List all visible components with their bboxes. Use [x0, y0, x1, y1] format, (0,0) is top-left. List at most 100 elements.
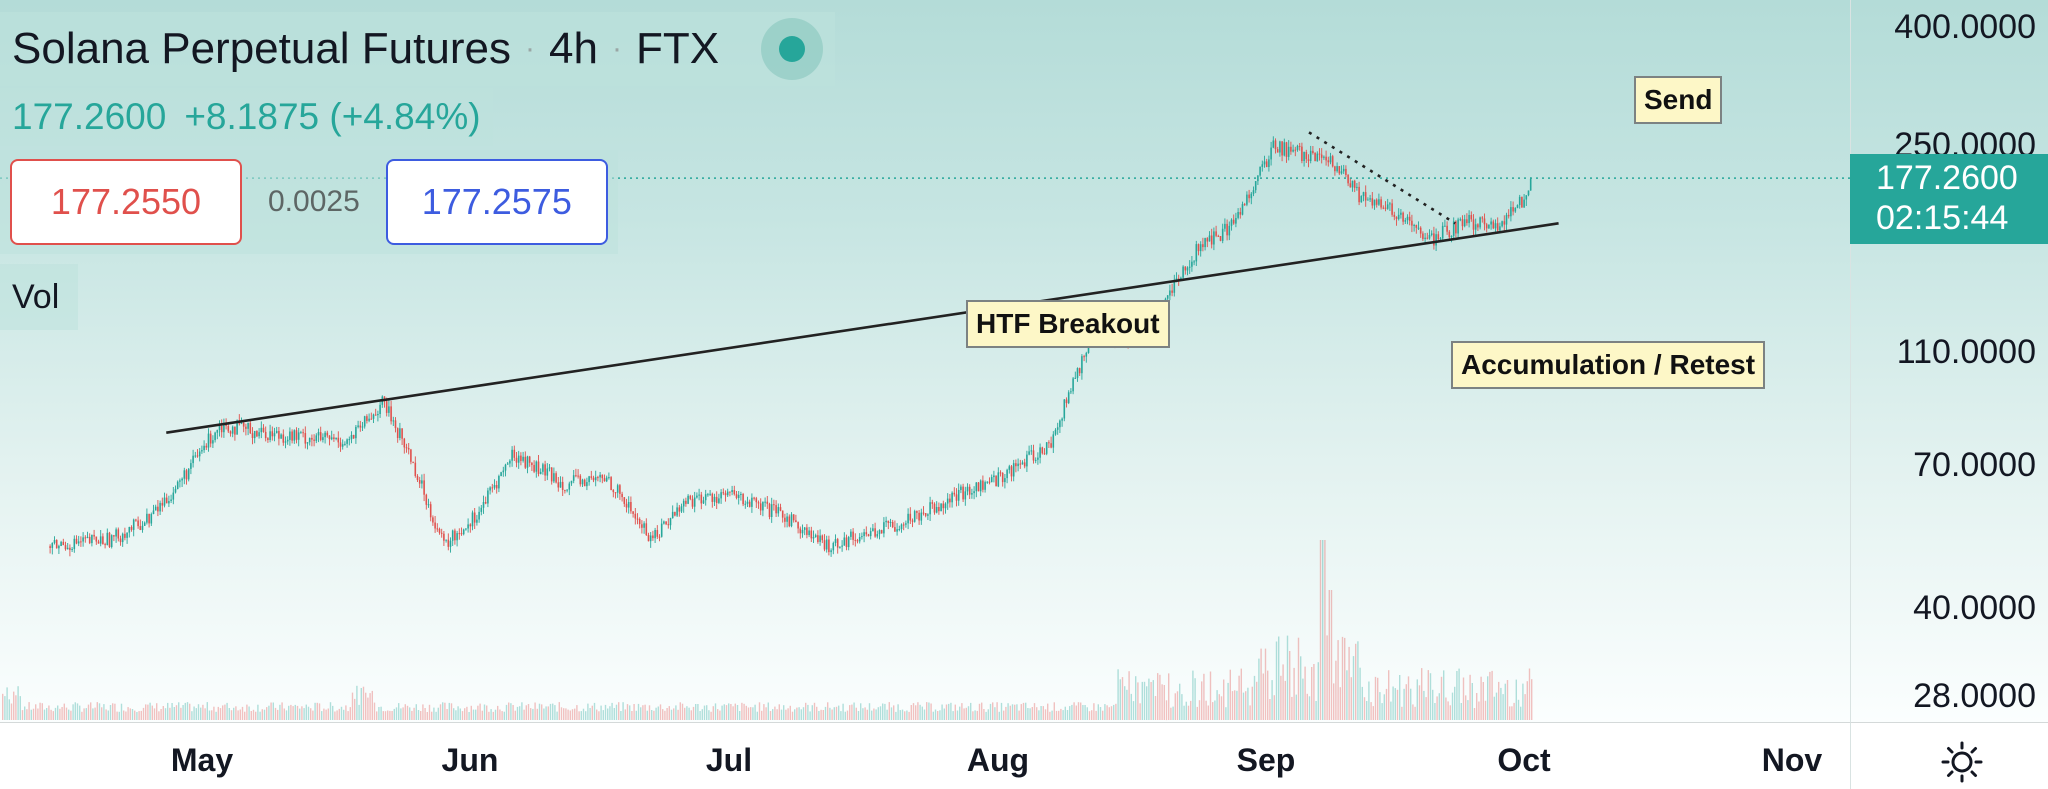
candle-body: [1050, 443, 1052, 448]
candle-body: [988, 481, 991, 483]
volume-bar: [384, 711, 387, 720]
buy-button[interactable]: 177.2575: [385, 159, 608, 245]
annotation-htf-breakout[interactable]: HTF Breakout: [966, 300, 1170, 348]
volume-bar: [589, 708, 591, 720]
axis-corner: [1850, 722, 2048, 789]
candle-body: [916, 511, 918, 513]
exchange-label[interactable]: FTX: [635, 24, 720, 73]
volume-bar: [1038, 710, 1040, 720]
volume-bar: [1388, 670, 1390, 720]
candle-body: [894, 527, 896, 532]
volume-bar: [149, 702, 151, 720]
candle-body: [531, 462, 533, 465]
candle-body: [97, 541, 100, 544]
volume-bar: [37, 708, 39, 720]
volume-bar: [787, 708, 789, 720]
candle-body: [645, 523, 648, 535]
time-axis[interactable]: [0, 722, 1850, 789]
price-change-row: 177.2600 +8.1875 (+4.84%): [0, 88, 493, 146]
candle-body: [293, 430, 296, 441]
volume-bar: [930, 703, 932, 720]
volume-bar: [334, 711, 336, 720]
volume-bar: [1223, 679, 1225, 720]
volume-bar: [1304, 666, 1306, 720]
volume-bar: [596, 709, 598, 720]
candle-body: [128, 527, 131, 533]
candle-body: [678, 507, 681, 512]
volume-bar: [1062, 710, 1064, 720]
candle-body: [1173, 280, 1176, 293]
volume-bar: [180, 707, 182, 720]
price-change-value: +8.1875 (+4.84%): [184, 96, 481, 137]
volume-bar: [250, 711, 252, 720]
volume-bar: [382, 711, 384, 720]
candle-body: [1501, 221, 1503, 227]
price-chart[interactable]: [0, 0, 1850, 722]
candle-body: [1439, 238, 1442, 240]
candle-body: [524, 456, 527, 468]
volume-bar: [1392, 686, 1394, 720]
volume-bar: [1033, 703, 1036, 720]
candle-body: [572, 475, 575, 481]
candle-body: [623, 497, 626, 504]
candle-body: [971, 493, 973, 495]
volume-bar: [725, 705, 728, 720]
volume-bar: [543, 708, 545, 720]
volume-bar: [222, 705, 224, 720]
market-status-icon[interactable]: [761, 18, 824, 80]
candle-body: [647, 535, 650, 542]
candle-body: [658, 536, 661, 538]
volume-bar: [1526, 681, 1528, 720]
candle-body: [1015, 463, 1017, 467]
candle-body: [814, 535, 817, 537]
volume-bar: [439, 704, 442, 720]
volume-bar: [882, 703, 884, 720]
candle-body: [341, 444, 344, 447]
volume-indicator-label[interactable]: Vol: [0, 264, 78, 330]
candle-body: [1298, 145, 1301, 147]
volume-bar: [646, 710, 648, 720]
candle-body: [689, 495, 692, 499]
annotation-send[interactable]: Send: [1634, 76, 1723, 124]
annotation-accumulation-retest[interactable]: Accumulation / Retest: [1451, 341, 1766, 389]
volume-bar: [719, 710, 721, 720]
candle-body: [876, 534, 879, 537]
volume-bar: [1278, 636, 1280, 720]
volume-bar: [1269, 699, 1271, 720]
sell-button[interactable]: 177.2550: [10, 159, 242, 245]
volume-bar: [303, 708, 305, 720]
price-axis-label: 400.0000: [1894, 8, 2036, 46]
volume-bar: [743, 703, 745, 720]
candle-body: [924, 513, 927, 516]
volume-bar: [541, 704, 543, 720]
volume-bar: [538, 703, 541, 720]
price-axis[interactable]: [1850, 0, 2048, 722]
volume-bar: [178, 702, 180, 720]
volume-bar: [1495, 692, 1498, 720]
volume-bar: [1308, 696, 1311, 720]
candle-body: [82, 537, 84, 542]
volume-bar: [1124, 686, 1126, 720]
volume-bar: [560, 707, 563, 720]
volume-bar: [347, 711, 349, 720]
volume-bar: [721, 705, 723, 720]
candle-body: [1437, 234, 1440, 240]
candle-body: [933, 503, 936, 513]
candle-body: [137, 520, 139, 527]
candle-body: [1419, 227, 1422, 234]
interval-label[interactable]: 4h: [548, 24, 598, 73]
volume-bar: [745, 705, 747, 720]
volume-bar: [1047, 703, 1049, 720]
volume-bar: [431, 711, 433, 720]
volume-bar: [917, 702, 919, 720]
volume-bar: [965, 707, 967, 720]
candle-body: [625, 503, 628, 508]
candle-body: [1457, 219, 1459, 234]
symbol-name[interactable]: Solana Perpetual Futures: [12, 24, 511, 73]
candle-body: [1254, 181, 1257, 191]
volume-bar: [402, 707, 404, 720]
volume-bar: [186, 702, 189, 720]
candle-body: [1281, 141, 1283, 156]
volume-bar: [1509, 706, 1511, 720]
volume-bar: [1436, 696, 1438, 720]
